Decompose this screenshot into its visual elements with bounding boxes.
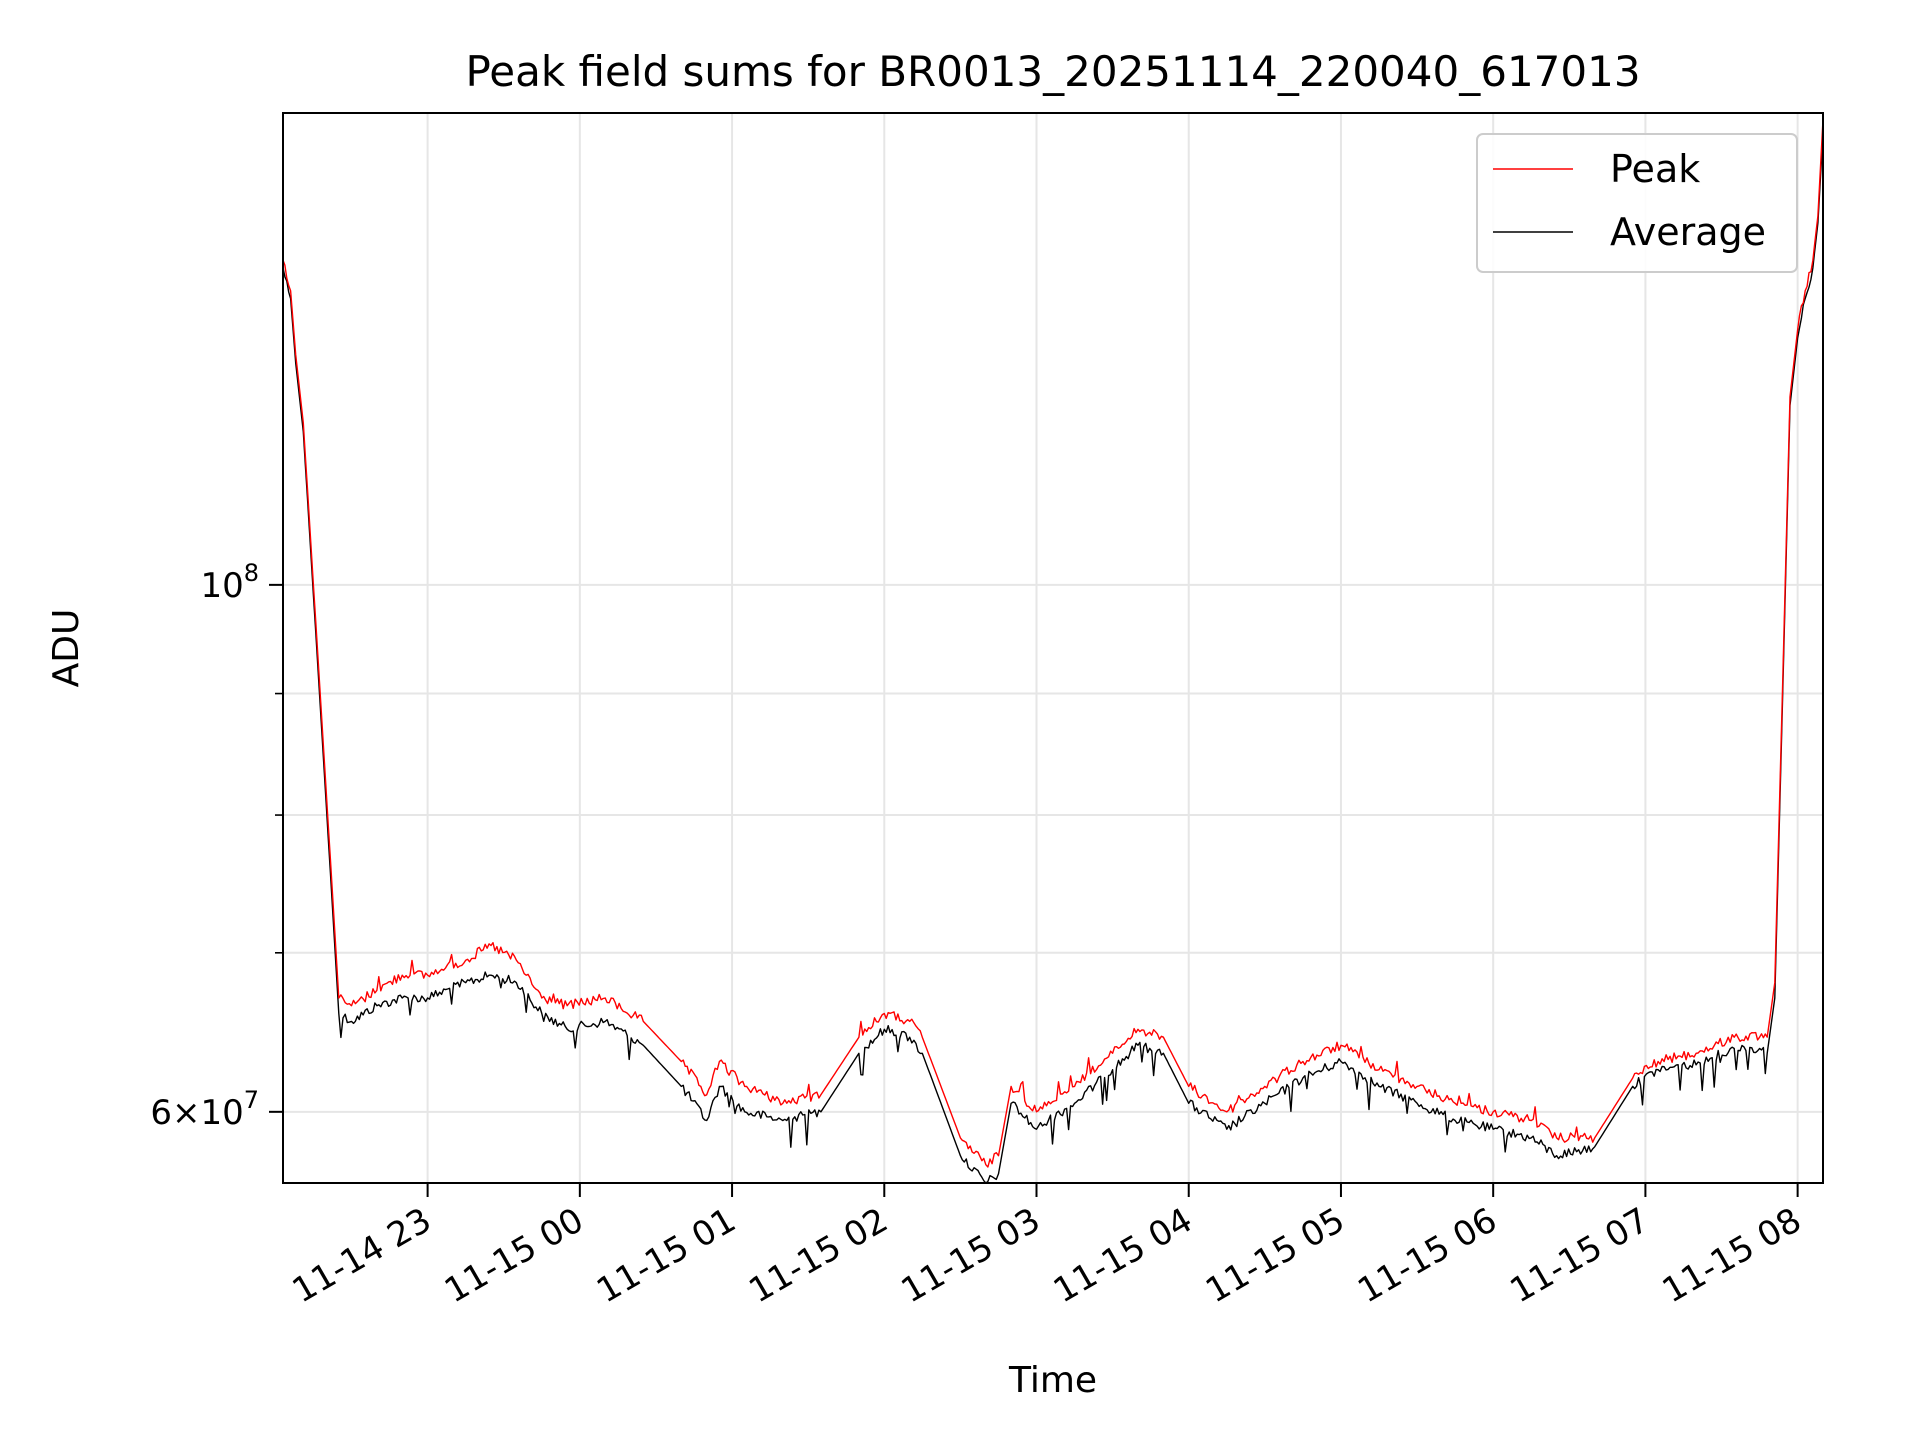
series-line-peak: [282, 119, 1824, 1168]
series-layer: [282, 119, 1824, 1184]
y-axis: 6×107 108: [150, 559, 283, 1133]
chart-title: Peak field sums for BR0013_20251114_2200…: [465, 47, 1640, 96]
y-tick-label: 6×107: [150, 1086, 259, 1133]
legend-label-average: Average: [1610, 210, 1766, 254]
x-axis-label: Time: [1008, 1360, 1097, 1401]
legend: Peak Average: [1476, 133, 1798, 273]
y-gridlines: [283, 583, 1823, 1113]
y-axis-label: ADU: [46, 609, 87, 688]
y-tick-label: 108: [200, 559, 259, 606]
legend-label-peak: Peak: [1610, 147, 1700, 191]
plot-frame: [282, 112, 1824, 1184]
series-line-average: [282, 132, 1824, 1184]
